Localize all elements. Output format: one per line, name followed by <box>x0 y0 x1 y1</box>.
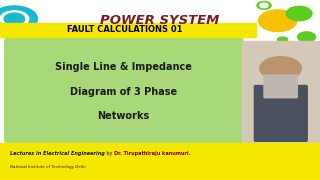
Bar <box>0 23 256 37</box>
Text: Dr. Tirupathiraju kanumuri.: Dr. Tirupathiraju kanumuri. <box>114 151 190 156</box>
Text: National Institute of Technology Delhi: National Institute of Technology Delhi <box>10 165 85 169</box>
FancyBboxPatch shape <box>264 75 297 98</box>
Text: FAULT CALCULATIONS 01: FAULT CALCULATIONS 01 <box>67 25 182 34</box>
Bar <box>242 40 320 144</box>
Text: Lectures in Electrical Engineering: Lectures in Electrical Engineering <box>10 151 104 156</box>
Circle shape <box>4 13 25 25</box>
Circle shape <box>277 37 288 43</box>
Text: Diagram of 3 Phase: Diagram of 3 Phase <box>70 87 177 97</box>
Circle shape <box>259 10 297 32</box>
Text: Single Line & Impedance: Single Line & Impedance <box>55 62 192 73</box>
FancyBboxPatch shape <box>254 86 307 141</box>
Circle shape <box>286 6 312 21</box>
Circle shape <box>260 57 301 80</box>
Circle shape <box>0 28 13 36</box>
Circle shape <box>0 6 37 32</box>
Text: by: by <box>105 151 114 156</box>
Text: POWER SYSTEM: POWER SYSTEM <box>100 14 220 27</box>
Bar <box>0 143 320 180</box>
Circle shape <box>0 11 29 27</box>
FancyBboxPatch shape <box>5 38 243 143</box>
Circle shape <box>257 1 271 9</box>
Circle shape <box>260 3 268 8</box>
Text: Networks: Networks <box>97 111 149 121</box>
Circle shape <box>298 32 316 42</box>
